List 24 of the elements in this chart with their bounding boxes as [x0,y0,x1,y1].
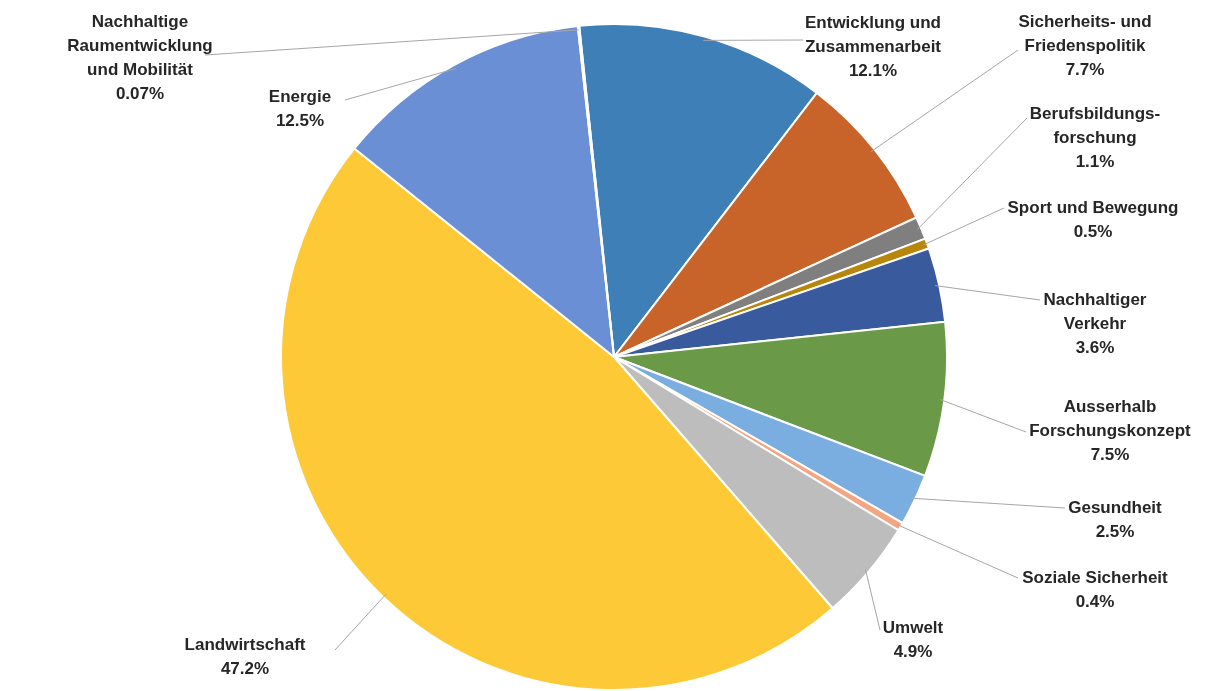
data-label: 47.2% [220,659,270,678]
slice-label: Berufsbildungs- forschung [1029,104,1161,147]
slice-label: Sicherheits- und Friedenspolitik [1018,12,1152,55]
data-label: 7.5% [1090,445,1130,464]
data-label: 3.6% [1075,338,1115,357]
data-label: 0.4% [1075,592,1115,611]
slice-label: Gesundheit [1068,498,1163,517]
data-label: 7.7% [1065,60,1105,79]
data-label: 12.1% [848,61,898,80]
data-label: 1.1% [1075,152,1115,171]
data-label: 0.07% [115,84,165,103]
slice-label: Umwelt [882,618,944,637]
data-label: 2.5% [1095,522,1135,541]
data-label: 12.5% [275,111,325,130]
slice-label: Landwirtschaft [184,635,306,654]
slice-label: Ausserhalb Forschungskonzept [1029,397,1192,440]
slice-label: Energie [268,87,332,106]
data-label: 4.9% [893,642,933,661]
slice-label: Sport und Bewegung [1007,198,1179,217]
data-label: 0.5% [1073,222,1113,241]
slice-label: Nachhaltiger Verkehr [1043,290,1147,333]
slice-label: Soziale Sicherheit [1022,568,1169,587]
slice-label: Entwicklung und Zusammenarbeit [804,13,942,56]
slice-label: Nachhaltige Raumentwicklung und Mobilität [67,12,213,79]
